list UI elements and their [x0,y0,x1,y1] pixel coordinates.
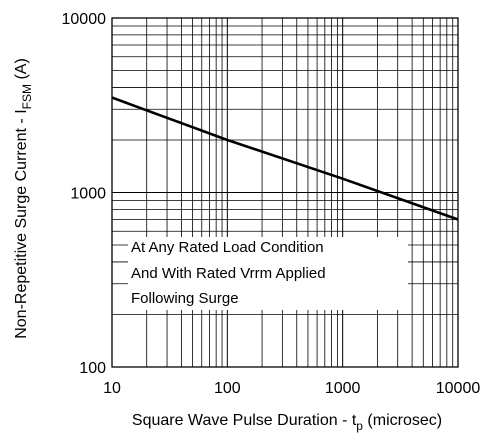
x-axis-title-subscript: p [356,419,363,433]
y-axis-title-main: Non-Repetitive Surge Current - I [13,109,30,338]
y-axis-title-suffix: (A) [13,58,30,84]
y-tick-label: 1000 [70,186,106,203]
annotation-line-1: At Any Rated Load Condition [131,239,324,256]
x-axis-title-suffix: (microsec) [363,412,442,429]
plot-frame [111,17,459,368]
x-tick-label: 1000 [325,380,361,397]
surge-current-curve [111,96,459,221]
grid-lines [111,18,458,368]
y-tick-label: 10000 [62,11,107,28]
y-tick-label: 100 [79,360,106,377]
y-axis-title-subscript: FSM [20,84,34,109]
y-axis-title: Non-Repetitive Surge Current - IFSM (A) [13,58,34,339]
x-axis-title: Square Wave Pulse Duration - tp (microse… [132,412,442,433]
annotation-line-2: And With Rated Vrrm Applied [131,265,326,282]
x-axis-title-main: Square Wave Pulse Duration - t [132,412,357,429]
x-tick-label: 10000 [436,380,481,397]
x-tick-label: 10 [103,380,121,397]
annotation: At Any Rated Load Condition And With Rat… [131,239,326,307]
tick-labels: 10 100 1000 10000 100 1000 10000 [62,11,481,397]
x-tick-label: 100 [214,380,241,397]
annotation-line-3: Following Surge [131,290,239,307]
curve-layer [111,96,459,221]
annotation-box [128,237,408,310]
